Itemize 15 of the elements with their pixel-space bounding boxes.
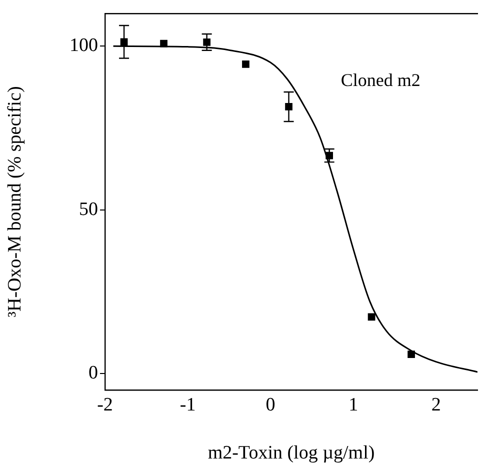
y-tick-label: 0 bbox=[88, 362, 98, 384]
x-axis-title: m2-Toxin (log µg/ml) bbox=[208, 442, 375, 464]
point bbox=[242, 60, 250, 68]
x-tick-label: 2 bbox=[431, 394, 441, 416]
annotation: Cloned m2 bbox=[340, 70, 420, 90]
x-tick-label: 1 bbox=[348, 394, 358, 416]
y-tick-label: 50 bbox=[79, 198, 98, 220]
y-tick-label: 100 bbox=[70, 35, 98, 56]
y-axis-title: ³H-Oxo-M bound (% specific) bbox=[4, 86, 26, 318]
x-tick-label: -1 bbox=[180, 394, 196, 416]
point bbox=[408, 350, 415, 358]
x-tick-label: -2 bbox=[97, 394, 113, 416]
point bbox=[160, 40, 168, 48]
point bbox=[368, 313, 376, 321]
x-tick-label: 0 bbox=[266, 394, 276, 416]
